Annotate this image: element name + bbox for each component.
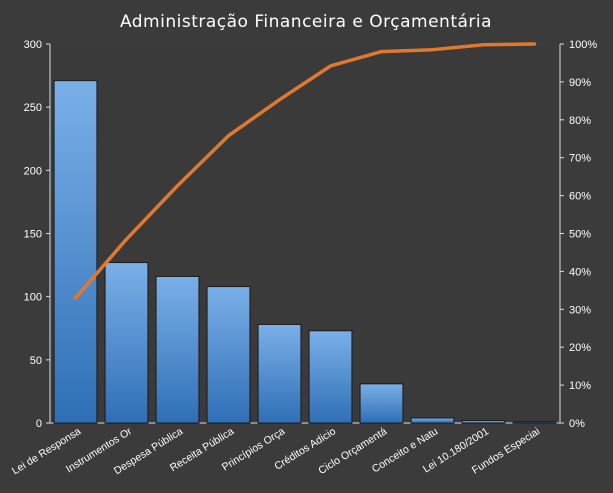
bar	[104, 262, 149, 424]
bar	[155, 275, 200, 424]
cumulative-line-path	[73, 42, 537, 300]
y-axis-labels: 0 50 100 150 200 250 300	[24, 39, 50, 430]
y-tick-label: 150	[24, 229, 42, 241]
bar	[206, 286, 251, 424]
bar	[512, 421, 557, 424]
y2-tick-label: 80%	[569, 115, 591, 127]
bar	[257, 323, 302, 424]
y2-tick-label: 90%	[569, 77, 591, 89]
bar	[53, 80, 98, 424]
y2-tick-label: 50%	[569, 229, 591, 241]
y-tick-label: 50	[30, 355, 42, 367]
y2-tick-label: 0%	[569, 418, 585, 430]
bar	[308, 330, 353, 424]
y2-tick-label: 100%	[569, 39, 597, 51]
y2-tick-label: 70%	[569, 153, 591, 165]
y2-tick-label: 40%	[569, 266, 591, 278]
bar	[461, 419, 506, 424]
y2-axis-labels: 0% 10% 20% 30% 40% 50% 60% 70% 80% 90% 100%	[560, 39, 597, 430]
y-tick-label: 0	[36, 418, 42, 430]
bars	[53, 80, 557, 424]
y-tick-label: 300	[24, 39, 42, 51]
y2-tick-label: 60%	[569, 191, 591, 203]
chart-title: Administração Financeira e Orçamentária	[120, 12, 492, 32]
y2-tick-label: 30%	[569, 304, 591, 316]
y-tick-label: 200	[24, 165, 42, 177]
cumulative-line	[73, 42, 537, 300]
bar	[410, 417, 455, 424]
y2-tick-label: 10%	[569, 380, 591, 392]
bar	[359, 383, 404, 424]
y-tick-label: 100	[24, 292, 42, 304]
y-tick-label: 250	[24, 102, 42, 114]
y2-tick-label: 20%	[569, 342, 591, 354]
